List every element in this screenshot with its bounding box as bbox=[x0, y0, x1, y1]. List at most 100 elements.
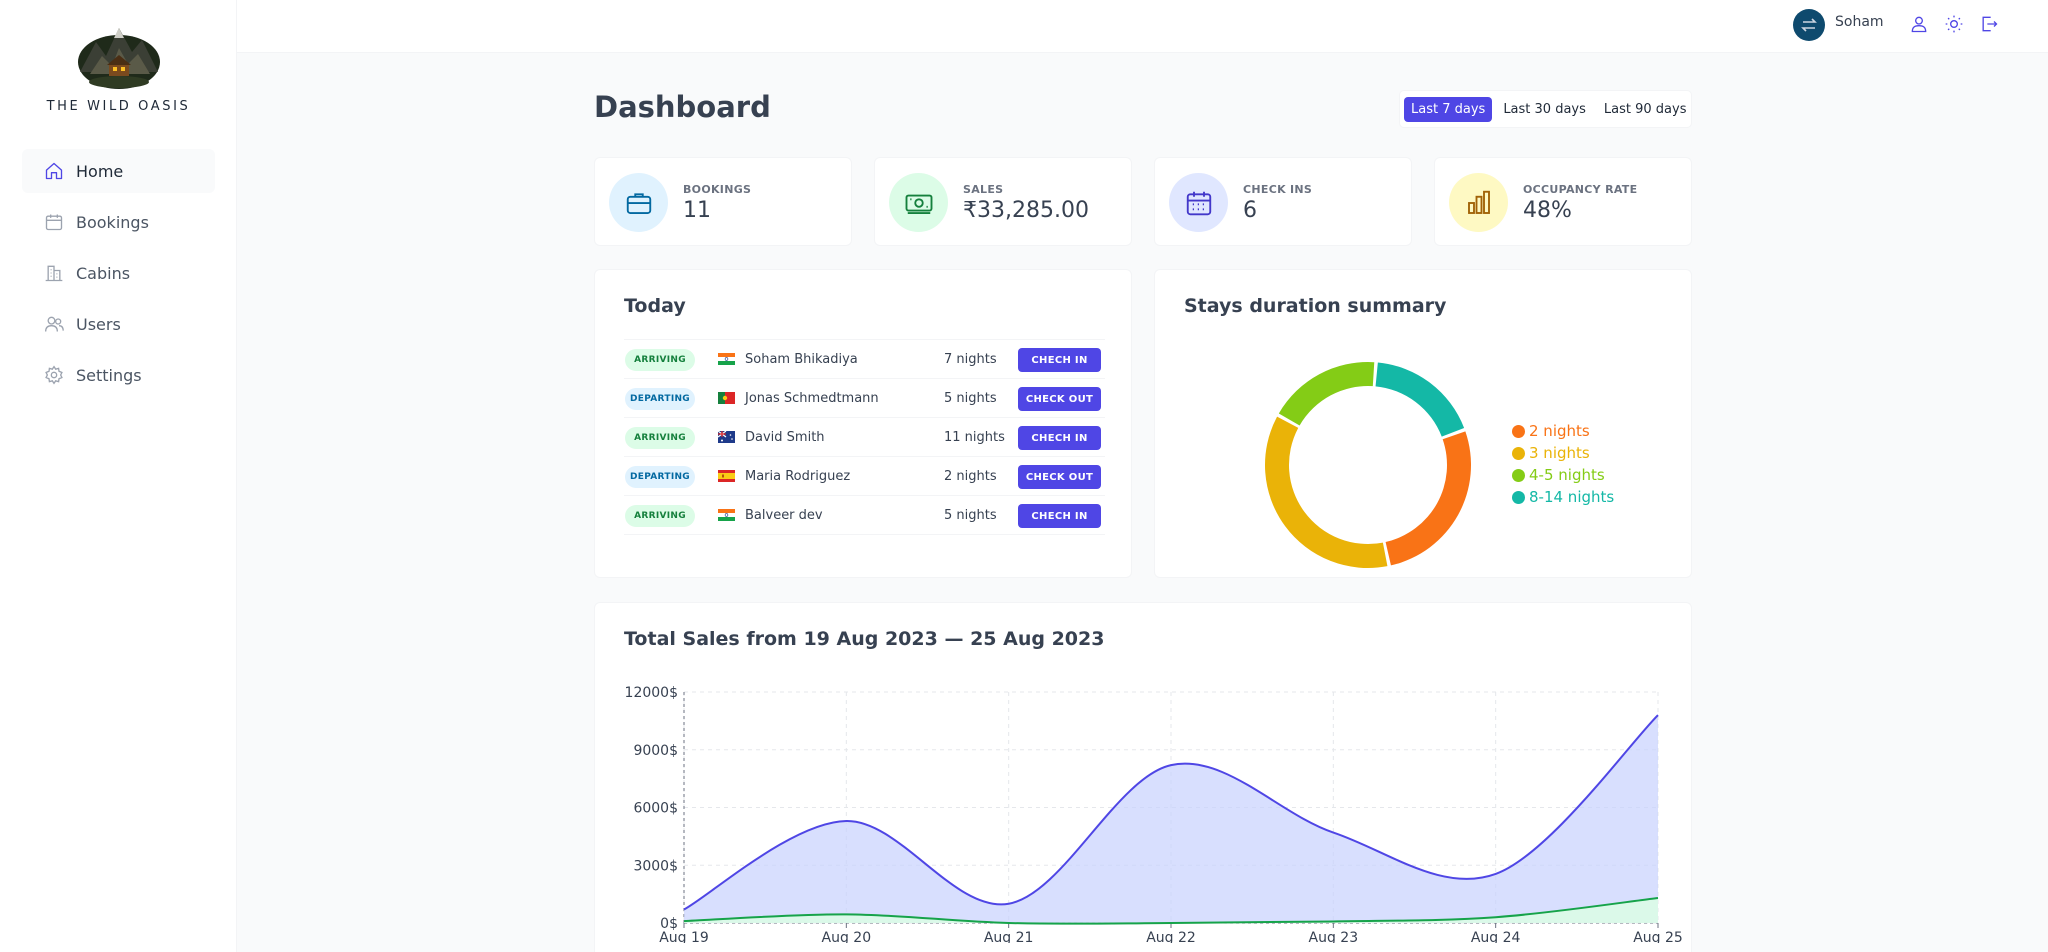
duration-card: Stays duration summary 2 nights 3 nights 4… bbox=[1154, 269, 1692, 578]
sidebar-item-label: Cabins bbox=[76, 263, 131, 283]
series-area-0 bbox=[684, 715, 1658, 923]
guest-name: Maria Rodriguez bbox=[745, 469, 851, 484]
calendar-days-icon bbox=[1186, 191, 1211, 215]
stay-nights: 2 nights bbox=[944, 469, 997, 484]
donut-slice-1 bbox=[1265, 416, 1388, 568]
check-out-button[interactable]: CHECK OUT bbox=[1018, 387, 1101, 411]
sidebar-item-cabins[interactable]: Cabins bbox=[22, 251, 215, 295]
check-in-button[interactable]: CHECH IN bbox=[1018, 348, 1101, 372]
duration-chart-title: Stays duration summary bbox=[1184, 295, 1447, 317]
sidebar: THE WILD OASIS Home Bookings Cabins User… bbox=[0, 0, 237, 952]
sidebar-item-label: Bookings bbox=[76, 212, 149, 232]
series-area-1 bbox=[684, 897, 1658, 924]
today-row: ARRIVING Balveer dev 5 nights CHECH IN bbox=[624, 496, 1105, 535]
stat-value: 48% bbox=[1523, 198, 1572, 223]
legend-item: 8-14 nights bbox=[1512, 486, 1614, 508]
today-row: ARRIVING David Smith 11 nights CHECH IN bbox=[624, 418, 1105, 457]
stat-label: CHECK INS bbox=[1243, 183, 1313, 196]
legend-dot bbox=[1512, 468, 1525, 482]
calendar-icon bbox=[45, 214, 63, 231]
y-tick-label: 6000$ bbox=[633, 801, 678, 817]
home-icon bbox=[45, 162, 63, 180]
series-line-0 bbox=[683, 714, 1659, 911]
sidebar-item-home[interactable]: Home bbox=[22, 149, 215, 193]
stay-nights: 11 nights bbox=[944, 430, 1005, 445]
stat-icon-wrapper bbox=[889, 173, 948, 232]
user-icon[interactable] bbox=[1909, 14, 1929, 34]
legend-item: 3 nights bbox=[1512, 442, 1614, 464]
briefcase-icon bbox=[626, 192, 651, 214]
logout-icon[interactable] bbox=[1979, 14, 1999, 34]
legend-label: 8-14 nights bbox=[1529, 488, 1615, 506]
brand-name: THE WILD OASIS bbox=[46, 99, 191, 114]
wild-oasis-logo-icon[interactable] bbox=[76, 22, 162, 90]
stay-nights: 5 nights bbox=[944, 391, 997, 406]
y-tick-label: 9000$ bbox=[633, 743, 678, 759]
stat-card-sales: SALES ₹33,285.00 bbox=[874, 157, 1132, 246]
x-tick-label: Aug 23 bbox=[1309, 930, 1359, 943]
filter-last-90-days[interactable]: Last 90 days bbox=[1603, 101, 1687, 117]
topbar bbox=[237, 0, 2048, 53]
status-badge: ARRIVING bbox=[625, 349, 695, 371]
duration-donut-chart bbox=[1265, 362, 1471, 568]
check-in-button[interactable]: CHECH IN bbox=[1018, 426, 1101, 450]
legend-label: 2 nights bbox=[1529, 422, 1590, 440]
donut-slice-0 bbox=[1385, 431, 1471, 566]
duration-legend: 2 nights 3 nights 4-5 nights 8-14 nights bbox=[1512, 420, 1614, 508]
banknotes-icon bbox=[905, 194, 932, 214]
stat-icon-wrapper bbox=[1169, 173, 1228, 232]
sidebar-item-bookings[interactable]: Bookings bbox=[22, 200, 215, 244]
guest-name: David Smith bbox=[745, 430, 825, 445]
check-in-button[interactable]: CHECH IN bbox=[1018, 504, 1101, 528]
guest-name: Jonas Schmedtmann bbox=[745, 391, 879, 406]
y-tick-label: 12000$ bbox=[625, 685, 678, 701]
stat-card-occupancy: OCCUPANCY RATE 48% bbox=[1434, 157, 1692, 246]
today-row: DEPARTING Jonas Schmedtmann 5 nights CHE… bbox=[624, 379, 1105, 418]
legend-dot bbox=[1512, 424, 1525, 438]
status-badge: ARRIVING bbox=[625, 505, 695, 527]
india-flag-icon bbox=[718, 353, 735, 365]
stat-card-bookings: BOOKINGS 11 bbox=[594, 157, 852, 246]
legend-item: 4-5 nights bbox=[1512, 464, 1614, 486]
page-title: Dashboard bbox=[594, 90, 771, 124]
sun-icon[interactable] bbox=[1944, 14, 1964, 34]
today-row: DEPARTING Maria Rodriguez 2 nights CHECK… bbox=[624, 457, 1105, 496]
donut-slice-3 bbox=[1375, 362, 1465, 437]
legend-label: 3 nights bbox=[1529, 444, 1590, 462]
guest-name: Balveer dev bbox=[745, 508, 823, 523]
stat-label: SALES bbox=[963, 183, 1004, 196]
stat-value: 6 bbox=[1243, 198, 1257, 223]
avatar-arrows-icon bbox=[1801, 18, 1817, 32]
filter-last-7-days[interactable]: Last 7 days bbox=[1404, 96, 1493, 122]
sales-card: Total Sales from 19 Aug 2023 — 25 Aug 20… bbox=[594, 602, 1692, 952]
sidebar-item-settings[interactable]: Settings bbox=[22, 353, 215, 397]
sidebar-nav: Home Bookings Cabins Users Settings bbox=[22, 149, 215, 404]
x-tick-label: Aug 25 bbox=[1633, 930, 1683, 943]
portugal-flag-icon bbox=[718, 392, 735, 404]
sidebar-item-label: Home bbox=[76, 161, 124, 181]
status-badge: DEPARTING bbox=[625, 466, 695, 488]
legend-item: 2 nights bbox=[1512, 420, 1614, 442]
check-out-button[interactable]: CHECK OUT bbox=[1018, 465, 1101, 489]
x-tick-label: Aug 24 bbox=[1471, 930, 1521, 943]
sidebar-item-users[interactable]: Users bbox=[22, 302, 215, 346]
sales-chart-title: Total Sales from 19 Aug 2023 — 25 Aug 20… bbox=[624, 628, 1105, 650]
today-row: ARRIVING Soham Bhikadiya 7 nights CHECH … bbox=[624, 340, 1105, 379]
legend-label: 4-5 nights bbox=[1529, 466, 1605, 484]
stat-card-check-ins: CHECK INS 6 bbox=[1154, 157, 1412, 246]
username: Soham bbox=[1835, 14, 1884, 30]
filter-last-30-days[interactable]: Last 30 days bbox=[1503, 101, 1586, 117]
stat-label: OCCUPANCY RATE bbox=[1523, 183, 1638, 196]
x-tick-label: Aug 22 bbox=[1146, 930, 1196, 943]
chart-bar-icon bbox=[1467, 190, 1490, 214]
donut-slice-2 bbox=[1278, 362, 1375, 426]
y-tick-label: 0$ bbox=[660, 916, 678, 932]
stat-icon-wrapper bbox=[1449, 173, 1508, 232]
sales-area-chart: 0$ 3000$ 6000$ 9000$ 12000$ Aug 19 Aug 20 Aug 2… bbox=[625, 685, 1683, 943]
avatar[interactable] bbox=[1793, 9, 1825, 41]
sidebar-item-label: Settings bbox=[76, 365, 142, 385]
india-flag-icon bbox=[718, 509, 735, 521]
spain-flag-icon bbox=[718, 470, 735, 482]
stat-label: BOOKINGS bbox=[683, 183, 752, 196]
stat-value: 11 bbox=[683, 198, 711, 223]
